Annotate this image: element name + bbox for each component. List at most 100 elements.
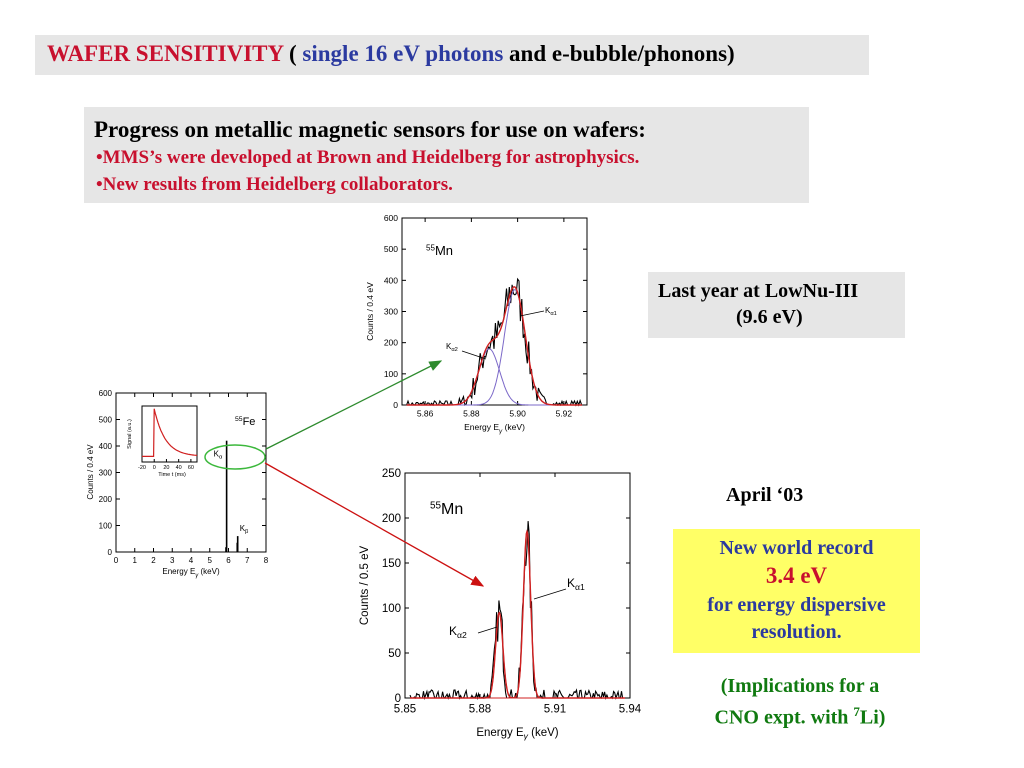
arrow-to-april03 — [264, 462, 485, 587]
y-tick-label: 300 — [384, 306, 398, 316]
inset-y-label: Signal (a.u.) — [127, 419, 133, 449]
y-tick-label: 100 — [384, 369, 398, 379]
implications-note: (Implications for a CNO expt. with 7Li) — [690, 673, 910, 731]
progress-box: Progress on metallic magnetic sensors fo… — [84, 107, 809, 203]
spectrum-data — [406, 277, 583, 407]
slide-title: WAFER SENSITIVITY ( single 16 eV photons… — [47, 41, 735, 67]
isotope-label: 55Fe — [235, 416, 255, 428]
arrow-to-lastyear — [265, 360, 443, 450]
y-tick-label: 250 — [382, 468, 401, 480]
isotope-label: 55Mn — [430, 500, 463, 518]
x-tick-label: 5.88 — [469, 704, 491, 716]
label-kalpha2: Kα2 — [446, 342, 458, 353]
plot-frame — [404, 472, 631, 699]
progress-bullet-1: •MMS’s were developed at Brown and Heide… — [96, 147, 640, 168]
x-tick-label: 0 — [114, 556, 119, 565]
total-fit — [410, 529, 625, 699]
y-tick-label: 0 — [108, 548, 113, 557]
label-kalpha2-pointer — [461, 350, 487, 360]
title-part-paren: ( — [283, 41, 303, 66]
title-part-bubble: and e-bubble/phonons) — [503, 41, 735, 66]
y-tick-label: 200 — [384, 338, 398, 348]
y-tick-label: 200 — [382, 513, 401, 525]
y-tick-label: 600 — [99, 389, 113, 398]
world-record-box: New world record 3.4 eV for energy dispe… — [673, 529, 920, 653]
y-tick-label: 400 — [384, 275, 398, 285]
x-tick-label: 8 — [264, 556, 269, 565]
label-kalpha1: Kα1 — [545, 306, 557, 317]
component-fit-Kα2 — [410, 611, 625, 699]
peak-highlight-ellipse — [204, 444, 266, 470]
arrows-overlay — [204, 360, 485, 587]
x-tick-label: 6 — [226, 556, 231, 565]
implications-line-1: (Implications for a — [720, 675, 880, 697]
last-year-line-1: Last year at LowNu-III — [658, 280, 859, 302]
x-tick-label: 5.91 — [544, 704, 566, 716]
y-tick-label: 0 — [393, 400, 398, 410]
x-tick-label: 5.90 — [509, 409, 526, 419]
inset-x-tick-label: 0 — [153, 465, 156, 471]
implications-line-2b: Li) — [859, 706, 886, 729]
y-tick-label: 200 — [99, 495, 113, 504]
record-line-4: resolution. — [751, 621, 842, 643]
inset-frame — [141, 405, 198, 463]
y-tick-label: 150 — [382, 558, 401, 570]
inset-x-tick-label: 40 — [176, 465, 182, 471]
x-axis-label: Energy Eγ (keV) — [476, 727, 558, 741]
peak-label-kalpha: Kα — [214, 450, 223, 461]
component-fit-Kα1 — [410, 529, 625, 699]
y-axis-label: Counts / 0.5 eV — [359, 546, 371, 626]
y-tick-label: 500 — [384, 244, 398, 254]
inset-pulse-trace — [142, 408, 197, 457]
total-fit — [406, 286, 583, 406]
isotope-label: 55Mn — [426, 243, 453, 258]
title-part-photons: single 16 eV photons — [302, 41, 504, 66]
y-tick-label: 0 — [395, 693, 401, 705]
y-tick-label: 50 — [388, 648, 401, 660]
x-tick-label: 5.94 — [619, 704, 642, 716]
implications-line-2a: CNO expt. with — [714, 706, 854, 729]
y-axis-label: Counts / 0.4 eV — [365, 282, 375, 341]
x-tick-label: 2 — [151, 556, 156, 565]
record-line-3: for energy dispersive — [707, 594, 886, 616]
record-line-1: New world record — [719, 537, 874, 559]
x-axis-label: Energy Eγ (keV) — [162, 567, 220, 579]
y-tick-label: 600 — [384, 213, 398, 223]
spectrum-data — [409, 521, 625, 701]
title-box: WAFER SENSITIVITY ( single 16 eV photons… — [35, 35, 869, 75]
last-year-line-2: (9.6 eV) — [736, 306, 803, 328]
last-year-box: Last year at LowNu-III (9.6 eV) — [648, 272, 905, 338]
label-kalpha2: Kα2 — [449, 624, 467, 640]
implications-line-2: CNO expt. with 7Li) — [690, 699, 910, 731]
chart-mn55-lastyear: 5.86 5.88 5.90 5.92 0 100 200 300 400 500 600 55Mn C… — [365, 213, 588, 435]
y-tick-label: 100 — [99, 521, 113, 530]
x-tick-label: 5 — [208, 556, 213, 565]
x-tick-label: 7 — [245, 556, 250, 565]
progress-title: Progress on metallic magnetic sensors fo… — [94, 117, 646, 142]
label-kalpha2-pointer — [477, 626, 498, 634]
plot-frame — [115, 392, 267, 553]
peak-label-kbeta: Kβ — [240, 524, 249, 535]
x-tick-label: 5.85 — [394, 704, 416, 716]
title-part-wafer: WAFER SENSITIVITY — [47, 41, 284, 66]
component-fit-Kα2 — [406, 348, 583, 406]
chart-fe55-spectrum: 0 1 2 3 4 5 6 7 80100200300400500600KαKβ55FeCoun… — [86, 389, 269, 579]
x-tick-label: 1 — [133, 556, 138, 565]
x-tick-label: 5.88 — [463, 409, 480, 419]
y-tick-label: 400 — [99, 442, 113, 451]
y-tick-label: 100 — [382, 603, 401, 615]
x-tick-label: 3 — [170, 556, 175, 565]
implications-superscript: 7 — [853, 704, 860, 719]
y-tick-label: 500 — [99, 415, 113, 424]
record-line-2: 3.4 eV — [765, 563, 828, 588]
x-tick-label: 5.86 — [417, 409, 434, 419]
x-tick-label: 4 — [189, 556, 194, 565]
x-tick-label: 5.92 — [556, 409, 573, 419]
inset-x-tick-label: -20 — [138, 465, 146, 471]
y-axis-label: Counts / 0.4 eV — [86, 444, 95, 500]
inset-x-label: Time t (ms) — [158, 472, 186, 478]
label-kalpha1-pointer — [519, 310, 545, 317]
plot-frame — [401, 217, 588, 406]
x-axis-label: Energy Eγ (keV) — [464, 422, 525, 435]
label-kalpha1: Kα1 — [567, 576, 585, 592]
